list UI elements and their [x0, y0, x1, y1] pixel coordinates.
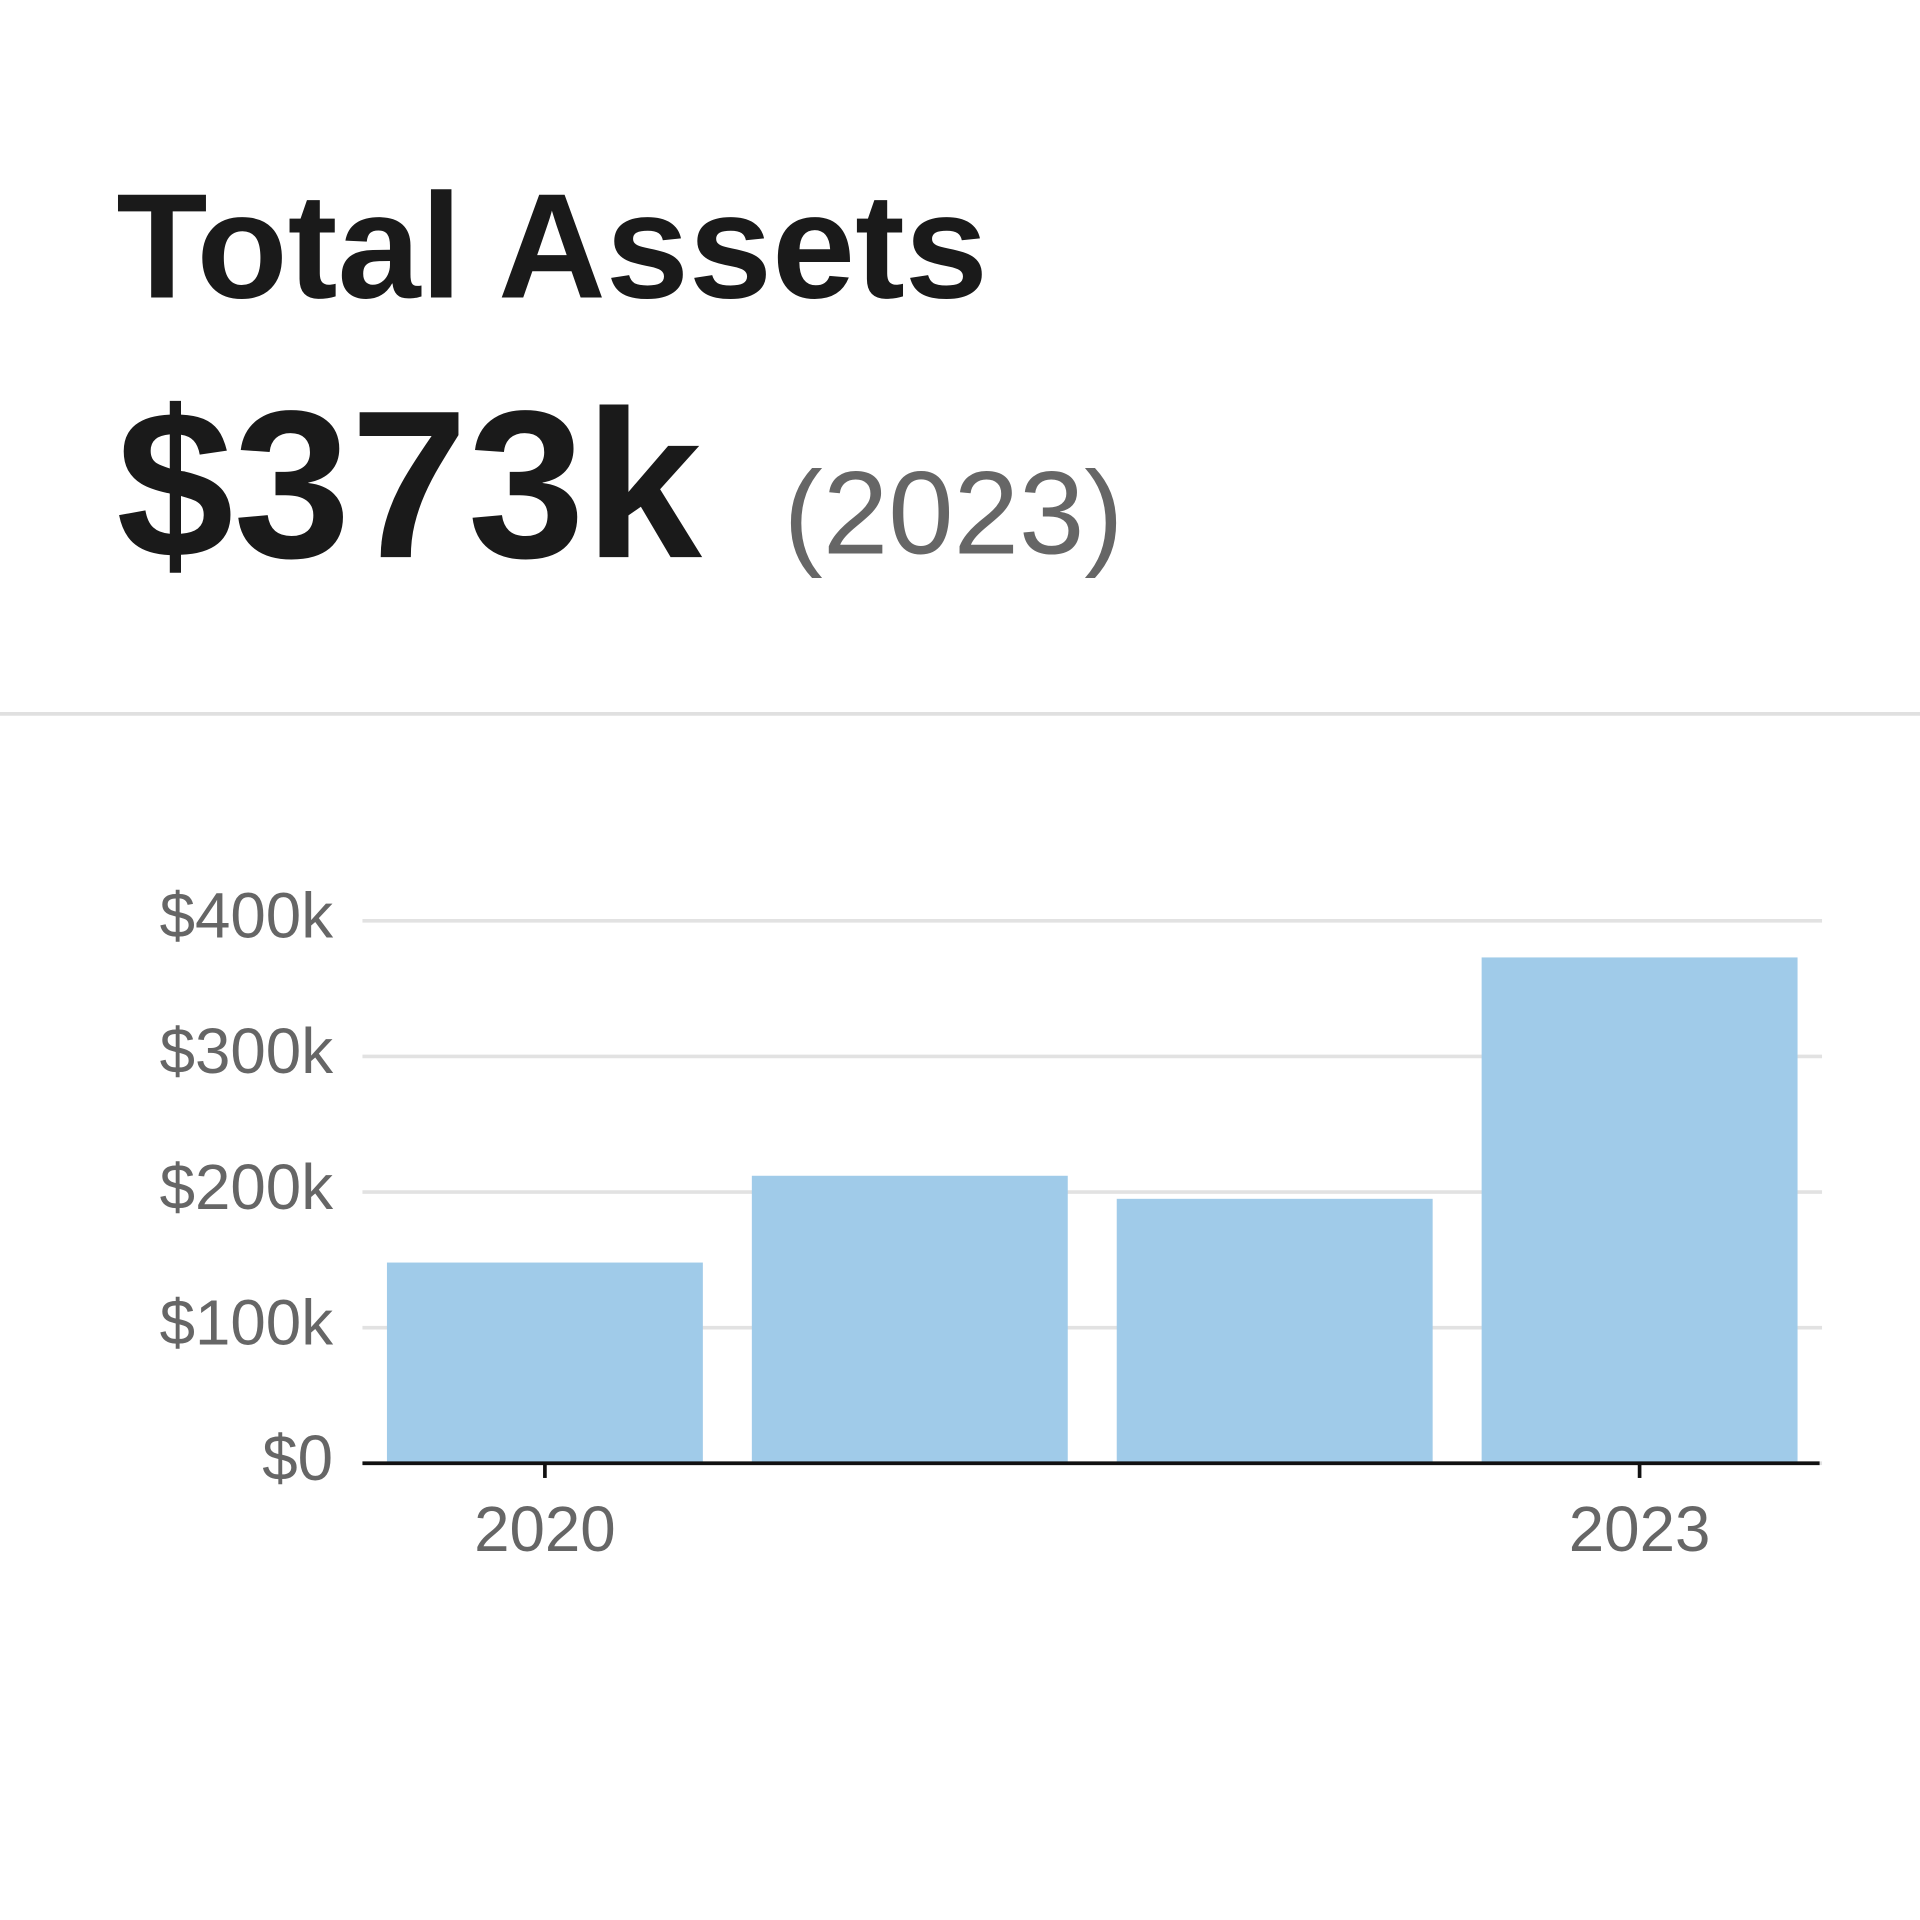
y-tick-label: $300k: [160, 1016, 334, 1087]
x-tick-label: 2023: [1569, 1494, 1711, 1565]
y-tick-label: $100k: [160, 1287, 334, 1358]
y-tick-label: $0: [262, 1423, 333, 1494]
headline-value: $373k: [116, 366, 703, 602]
bar: [1481, 957, 1798, 1464]
x-tick-label: 2020: [474, 1494, 616, 1565]
y-tick-label: $400k: [160, 881, 334, 952]
chart-title: Total Assets: [116, 163, 988, 330]
bar: [386, 1262, 703, 1464]
bar: [751, 1175, 1068, 1464]
headline-year: (2023): [784, 447, 1124, 578]
bar: [1116, 1198, 1433, 1464]
y-tick-label: $200k: [160, 1152, 334, 1223]
